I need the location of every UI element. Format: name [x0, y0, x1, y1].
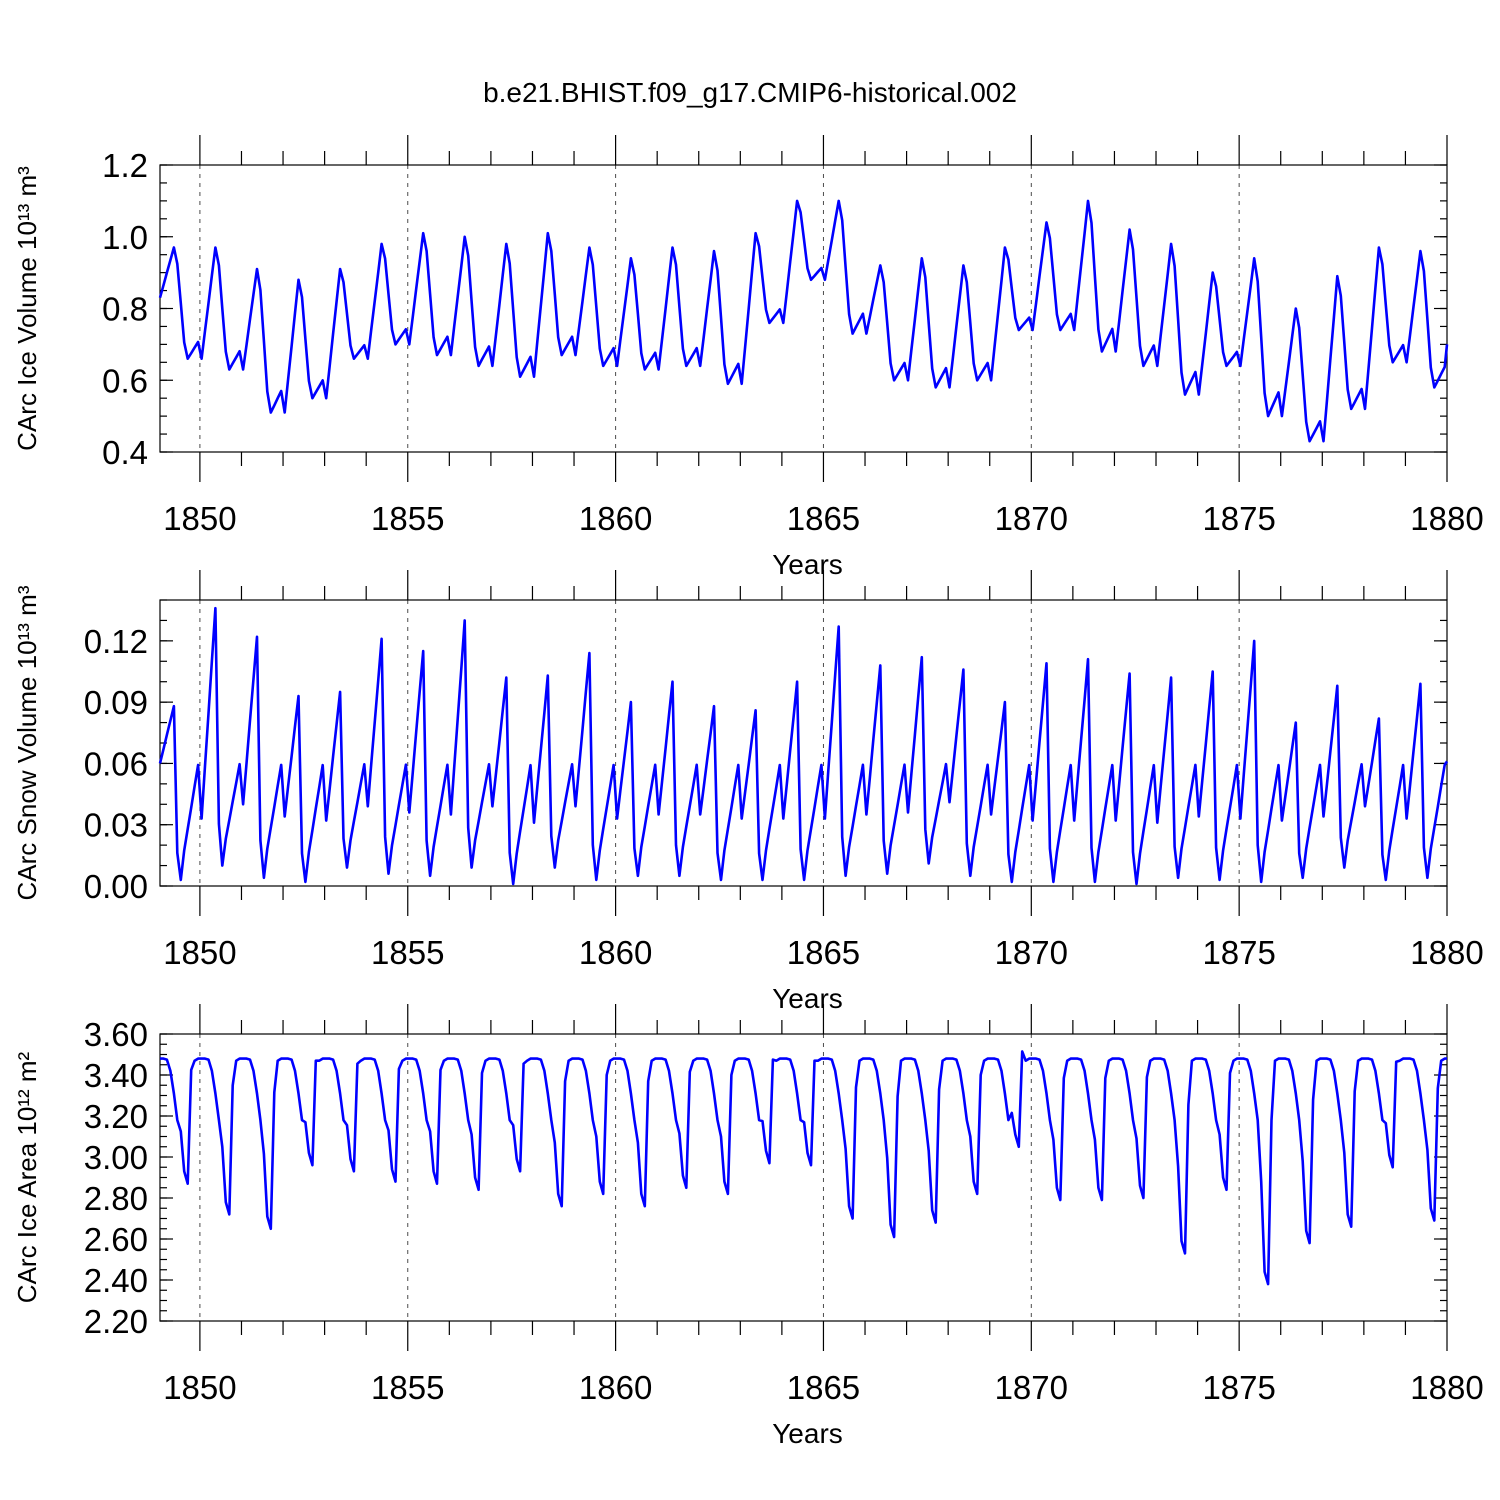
y-tick-label: 3.20 [84, 1098, 148, 1135]
x-tick-label: 1865 [787, 500, 860, 537]
x-tick-label: 1870 [995, 1369, 1068, 1406]
x-tick-label: 1865 [787, 934, 860, 971]
y-tick-label: 1.0 [102, 219, 148, 256]
x-tick-label: 1870 [995, 934, 1068, 971]
series-line-snow-volume [158, 606, 1449, 886]
x-axis-label: Years [772, 549, 843, 580]
y-tick-label: 0.06 [84, 745, 148, 782]
x-axis-label: Years [772, 1418, 843, 1449]
x-tick-label: 1855 [371, 934, 444, 971]
x-tick-label: 1865 [787, 1369, 860, 1406]
y-axis-label: CArc Ice Volume 10¹³ m³ [12, 166, 42, 451]
y-tick-label: 0.12 [84, 623, 148, 660]
y-tick-label: 2.20 [84, 1303, 148, 1340]
x-tick-label: 1875 [1202, 934, 1275, 971]
x-axis-label: Years [772, 983, 843, 1014]
x-tick-label: 1880 [1410, 934, 1483, 971]
panel-ice-area: 2.20 2.40 2.60 2.80 3.00 3.20 3.40 3.60 1850 1855… [12, 1004, 1484, 1449]
figure-title: b.e21.BHIST.f09_g17.CMIP6-historical.002 [483, 77, 1017, 108]
y-axis-label: CArc Snow Volume 10¹³ m³ [12, 585, 42, 900]
x-tick-label: 1860 [579, 934, 652, 971]
x-tick-label: 1860 [579, 500, 652, 537]
y-tick-label: 0.09 [84, 684, 148, 721]
x-tick-label: 1850 [163, 934, 236, 971]
x-tick-label: 1880 [1410, 1369, 1483, 1406]
y-tick-label: 2.80 [84, 1180, 148, 1217]
x-tick-label: 1870 [995, 500, 1068, 537]
series-line-ice-volume [158, 199, 1449, 443]
plot-frame [159, 164, 1448, 453]
y-tick-label: 0.4 [102, 434, 148, 471]
x-tick-label: 1850 [163, 500, 236, 537]
plot-frame [159, 1033, 1448, 1322]
y-tick-label: 0.03 [84, 807, 148, 844]
y-tick-label: 1.2 [102, 147, 148, 184]
x-tick-label: 1875 [1202, 1369, 1275, 1406]
panel-ice-volume: 0.4 0.6 0.8 1.0 1.2 1850 1855 1860 1865 1870 1875 1… [12, 135, 1484, 580]
x-tick-label: 1855 [371, 500, 444, 537]
y-tick-label: 0.00 [84, 868, 148, 905]
x-tick-label: 1855 [371, 1369, 444, 1406]
x-tick-label: 1850 [163, 1369, 236, 1406]
y-axis-label: CArc Ice Area 10¹² m² [12, 1051, 42, 1303]
y-tick-label: 3.40 [84, 1057, 148, 1094]
y-tick-label: 0.6 [102, 362, 148, 399]
x-tick-label: 1860 [579, 1369, 652, 1406]
y-tick-label: 3.60 [84, 1016, 148, 1053]
chart-panels: 0.4 0.6 0.8 1.0 1.2 1850 1855 1860 1865 1870 1875 1… [12, 135, 1484, 1449]
panel-snow-volume: 0.00 0.03 0.06 0.09 0.12 1850 1855 1860 1865 1870… [12, 570, 1484, 1014]
y-tick-label: 2.60 [84, 1221, 148, 1258]
x-tick-label: 1875 [1202, 500, 1275, 537]
y-tick-label: 0.8 [102, 291, 148, 328]
y-tick-label: 2.40 [84, 1262, 148, 1299]
series-line-ice-area [160, 1050, 1447, 1286]
y-tick-label: 3.00 [84, 1139, 148, 1176]
x-tick-label: 1880 [1410, 500, 1483, 537]
